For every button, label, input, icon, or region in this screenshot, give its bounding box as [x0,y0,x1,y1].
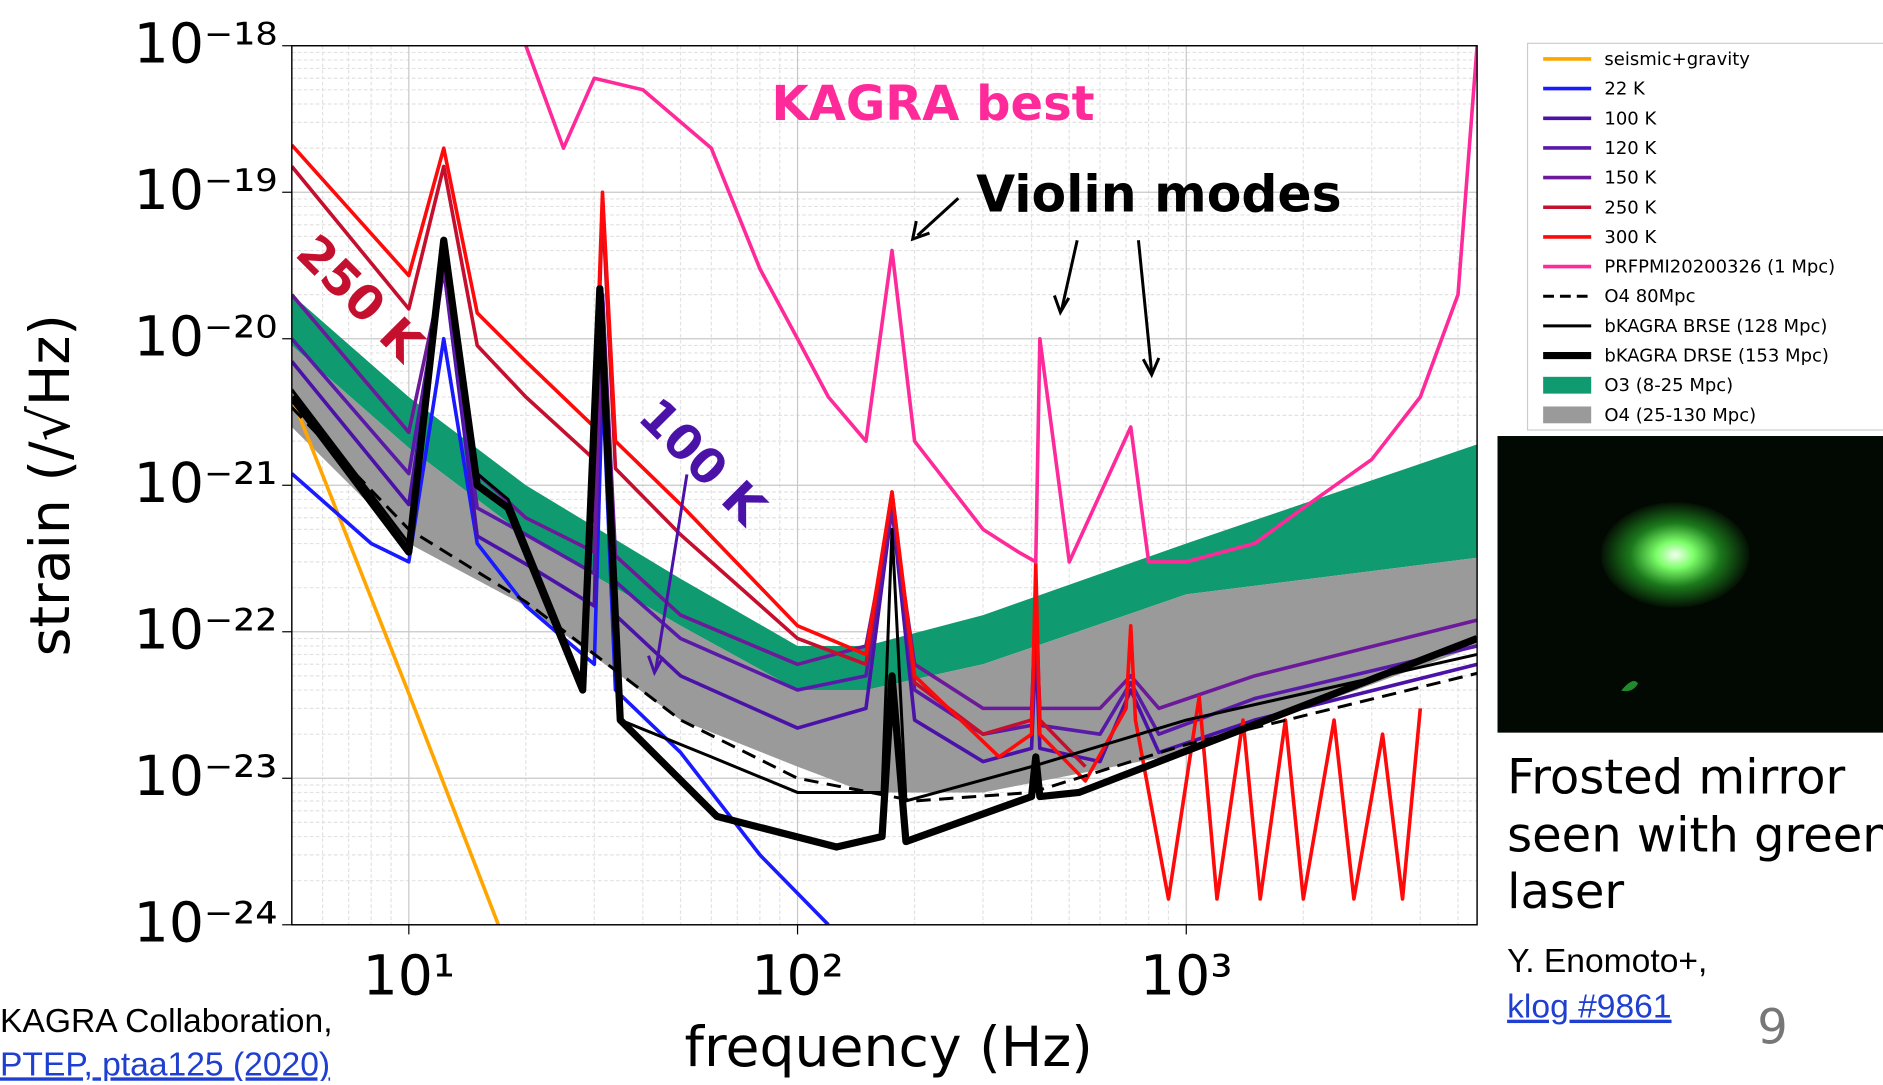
legend-label: seismic+gravity [1604,49,1750,70]
x-axis-label: frequency (Hz) [685,1016,1093,1080]
legend-label: 22 K [1604,79,1646,100]
series-line [291,396,501,925]
axes: 10¹ 10² 10³ 10⁻¹⁸ 10⁻¹⁹ 10⁻²⁰ 10⁻²¹ 10⁻²² 10⁻²³ 1… [134,13,1233,1009]
credit-link[interactable]: klog #9861 [1507,989,1671,1026]
legend-swatch [1543,406,1592,424]
legend-label: bKAGRA DRSE (153 Mpc) [1604,346,1829,367]
y-tick-label: 10⁻¹⁹ [134,159,278,223]
legend-label: 150 K [1604,168,1657,189]
credit: Y. Enomoto+, [1507,943,1707,980]
legend-label: 100 K [1604,108,1657,129]
data-layer [291,45,1478,925]
y-tick-label: 10⁻¹⁸ [134,13,278,77]
legend-label: 300 K [1604,227,1657,248]
series-band [291,345,1478,793]
annotation: Violin modes [976,164,1342,223]
y-tick-label: 10⁻²⁰ [134,306,278,370]
reference-link[interactable]: PTEP, ptaa125 (2020) [0,1046,330,1083]
arrows [910,197,1161,379]
arrow-100k [647,474,689,677]
legend-label: PRFPMI20200326 (1 Mpc) [1604,257,1835,278]
caption-line: laser [1507,864,1624,920]
x-tick-label: 10² [751,944,843,1008]
x-tick-label: 10³ [1140,944,1232,1008]
y-tick-label: 10⁻²¹ [134,452,278,516]
caption-line: seen with green [1507,807,1883,863]
x-tick-label: 10¹ [363,944,455,1008]
legend-label: bKAGRA BRSE (128 Mpc) [1604,316,1827,337]
y-tick-label: 10⁻²⁴ [134,892,278,956]
legend-label: O4 (25-130 Mpc) [1604,405,1756,426]
series-line [291,236,1478,851]
legend-swatch [1543,376,1592,394]
photo-detail [1621,681,1639,692]
y-tick-label: 10⁻²³ [134,745,278,809]
legend-label: O3 (8-25 Mpc) [1604,375,1733,396]
legend: seismic+gravity 22 K 100 K 120 K 150 K 250 K 3… [1543,49,1835,426]
legend-label: O4 80Mpc [1604,286,1695,307]
reference: KAGRA Collaboration, [0,1003,333,1040]
series-line [291,406,1478,803]
series-line [291,267,1478,737]
photo-laser-spot [1600,502,1750,608]
legend-label: 250 K [1604,197,1657,218]
y-tick-label: 10⁻²² [134,599,278,663]
legend-label: 120 K [1604,138,1657,159]
series-line [524,45,1478,564]
caption-line: Frosted mirror [1507,750,1845,806]
y-axis-label: strain (/√Hz) [19,314,83,656]
annotation: KAGRA best [772,76,1095,132]
series-band [291,294,1478,691]
page-number: 9 [1757,999,1788,1055]
